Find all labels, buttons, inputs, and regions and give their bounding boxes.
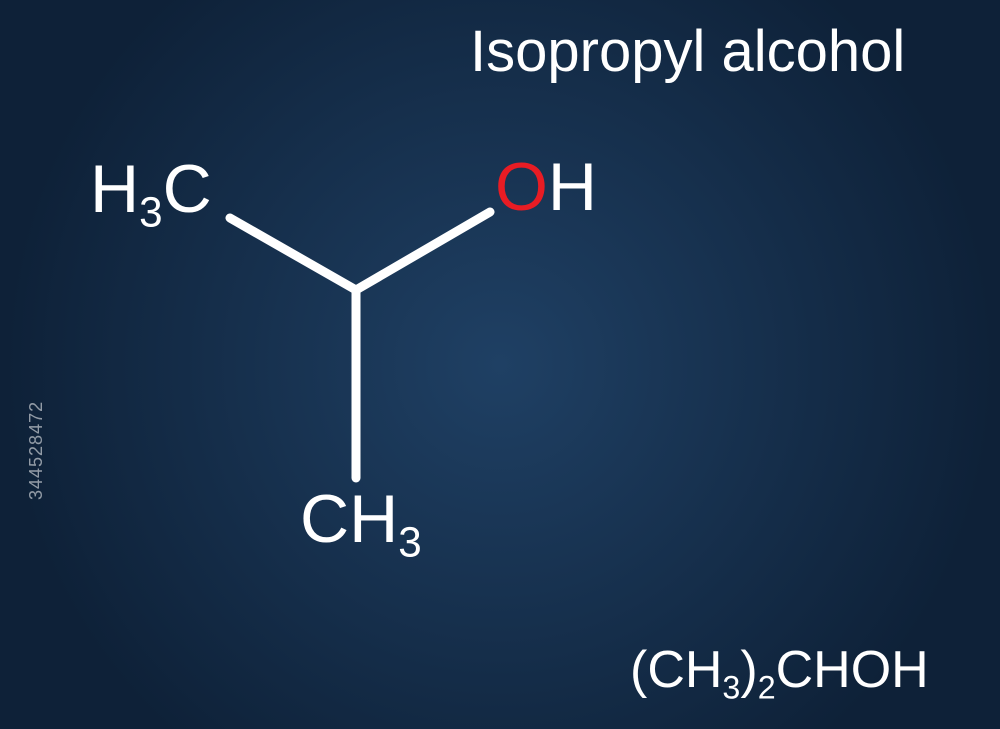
atom-label-oh: OH [495, 148, 597, 226]
atom-label-h3c-left: H3C [90, 150, 212, 228]
atom-sub-3: 3 [398, 519, 421, 566]
formula-sub: 3 [722, 669, 740, 705]
atom-H: H [90, 151, 139, 227]
atom-label-ch3-bottom: CH3 [300, 480, 422, 558]
bond-lines [0, 0, 1000, 729]
watermark-id: 344528472 [26, 401, 47, 500]
diagram-canvas: Isopropyl alcohol H3C OH CH3 (CH3)2CHOH … [0, 0, 1000, 729]
atom-O: O [495, 149, 548, 225]
atom-sub-3: 3 [139, 189, 162, 236]
atom-H: H [548, 149, 597, 225]
atom-CH: CH [300, 481, 398, 557]
compound-title: Isopropyl alcohol [470, 18, 905, 85]
formula-sub: 2 [758, 669, 776, 705]
condensed-formula: (CH3)2CHOH [630, 640, 929, 700]
formula-part: CHOH [776, 641, 929, 699]
formula-part: (CH [630, 641, 722, 699]
atom-C: C [163, 151, 212, 227]
formula-part: ) [740, 641, 757, 699]
